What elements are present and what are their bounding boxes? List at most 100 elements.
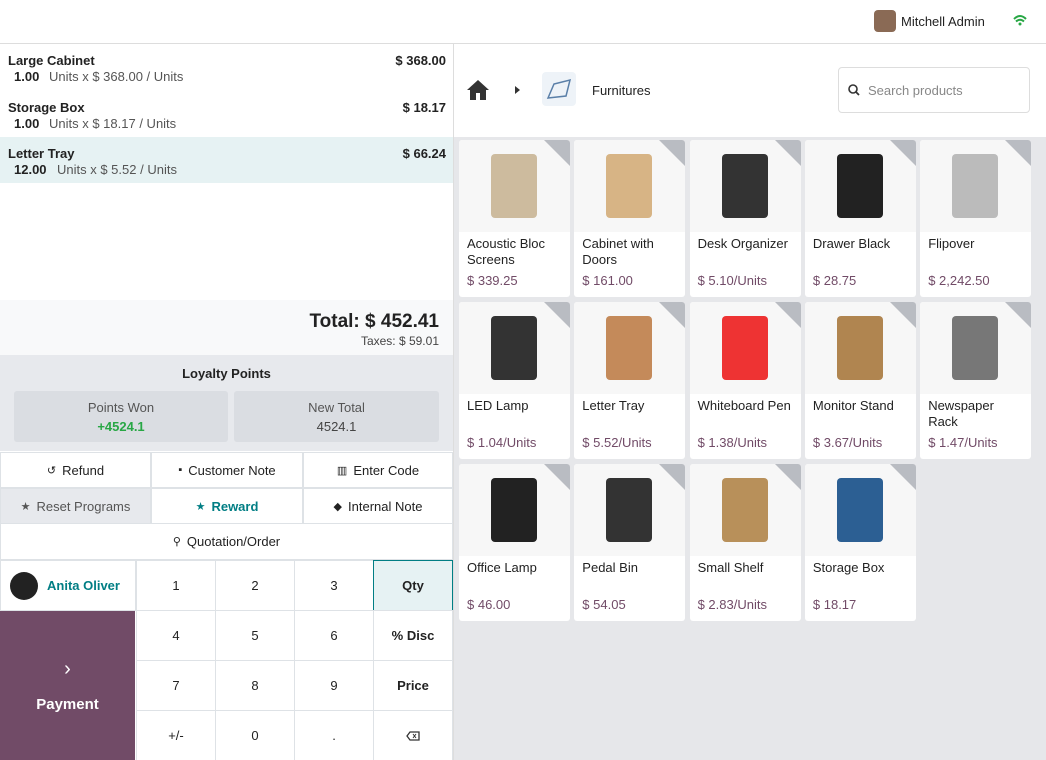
- info-badge[interactable]: [774, 140, 801, 166]
- info-badge[interactable]: [1005, 302, 1032, 328]
- product-price: $ 54.05: [582, 597, 626, 612]
- product-shape: [491, 478, 537, 542]
- product-card[interactable]: Acoustic Bloc Screens $ 339.25: [459, 140, 570, 297]
- points-label: Points Won: [87, 400, 155, 415]
- info-badge[interactable]: [659, 302, 686, 328]
- action-button[interactable]: ▥ Enter Code: [303, 452, 453, 488]
- action-button[interactable]: ★ Reward: [151, 488, 303, 524]
- line-unit: Units x $ 368.00 / Units: [49, 69, 184, 84]
- action-label: Reward: [211, 498, 259, 514]
- line-qty: 12.00: [14, 162, 47, 177]
- product-name: Pedal Bin: [582, 560, 638, 575]
- numpad-button[interactable]: 1: [136, 560, 216, 611]
- navbar: [0, 0, 1046, 44]
- customer-name[interactable]: Anita Oliver: [47, 578, 120, 593]
- product-card[interactable]: Cabinet with Doors $ 161.00: [574, 140, 686, 297]
- product-card[interactable]: Flipover $ 2,242.50: [920, 140, 1032, 297]
- product-price: $ 2,242.50: [928, 273, 990, 288]
- numpad-button[interactable]: % Disc: [373, 610, 453, 661]
- numpad-button[interactable]: 8: [215, 660, 295, 711]
- action-label: Refund: [62, 462, 105, 478]
- action-button[interactable]: ◆ Internal Note: [303, 488, 453, 524]
- product-price: $ 339.25: [467, 273, 518, 288]
- product-name: Acoustic Bloc Screens: [467, 236, 546, 267]
- product-card[interactable]: Whiteboard Pen $ 1.38/Units: [689, 302, 801, 459]
- customer-button[interactable]: [0, 560, 136, 611]
- action-button[interactable]: ▪ Customer Note: [151, 452, 303, 488]
- icon: ↺: [46, 464, 57, 477]
- product-name: Newspaper Rack: [928, 398, 994, 429]
- action-button[interactable]: ↺ Refund: [0, 452, 151, 488]
- payment-label[interactable]: Payment: [36, 696, 99, 713]
- info-badge[interactable]: [889, 302, 916, 328]
- product-card[interactable]: Letter Tray $ 5.52/Units: [574, 302, 686, 459]
- info-badge[interactable]: [544, 464, 570, 490]
- avatar: [874, 10, 896, 32]
- action-button[interactable]: ★ Reset Programs: [0, 488, 151, 524]
- taxes: Taxes: $ 59.01: [360, 334, 439, 348]
- product-card[interactable]: LED Lamp $ 1.04/Units: [459, 302, 570, 459]
- action-label: Internal Note: [348, 498, 423, 514]
- numpad-button[interactable]: Qty: [373, 560, 453, 611]
- product-shape: [606, 316, 653, 380]
- search-placeholder[interactable]: Search products: [868, 83, 963, 98]
- total-area: [0, 300, 453, 355]
- product-price: $ 28.75: [812, 273, 857, 288]
- product-card[interactable]: Desk Organizer $ 5.10/Units: [689, 140, 801, 297]
- numpad-button[interactable]: 4: [136, 610, 216, 661]
- numpad-button[interactable]: [373, 710, 453, 760]
- payment-button[interactable]: [0, 611, 135, 760]
- info-badge[interactable]: [889, 464, 916, 490]
- info-badge[interactable]: [1005, 140, 1032, 166]
- product-card[interactable]: Monitor Stand $ 3.67/Units: [804, 302, 916, 459]
- user-name[interactable]: Mitchell Admin: [901, 14, 985, 29]
- product-card[interactable]: Small Shelf $ 2.83/Units: [689, 464, 801, 621]
- product-card[interactable]: Storage Box $ 18.17: [804, 464, 916, 621]
- line-name[interactable]: Letter Tray: [8, 146, 75, 161]
- customer-avatar: [10, 572, 38, 600]
- info-badge[interactable]: [774, 464, 801, 490]
- info-badge[interactable]: [544, 140, 570, 166]
- product-name: Small Shelf: [697, 560, 764, 575]
- numpad-button[interactable]: Price: [373, 660, 453, 711]
- points-box: [234, 391, 439, 442]
- product-card[interactable]: Pedal Bin $ 54.05: [574, 464, 686, 621]
- info-badge[interactable]: [659, 464, 686, 490]
- info-badge[interactable]: [889, 140, 916, 166]
- line-name[interactable]: Storage Box: [8, 100, 85, 115]
- selected-line[interactable]: [0, 137, 453, 183]
- info-badge[interactable]: [544, 302, 570, 328]
- numpad-button[interactable]: 3: [294, 560, 374, 611]
- action-label: Reset Programs: [36, 498, 131, 514]
- numpad-button[interactable]: 5: [215, 610, 295, 661]
- product-card[interactable]: Newspaper Rack $ 1.47/Units: [920, 302, 1032, 459]
- line-name[interactable]: Large Cabinet: [8, 53, 95, 68]
- product-name: Letter Tray: [582, 398, 645, 413]
- numpad-button[interactable]: 6: [294, 610, 374, 661]
- new-total-value: 4524.1: [316, 419, 357, 434]
- numpad-button[interactable]: 9: [294, 660, 374, 711]
- numpad-button[interactable]: 7: [136, 660, 216, 711]
- product-shape: [606, 478, 653, 542]
- product-card[interactable]: Drawer Black $ 28.75: [804, 140, 916, 297]
- product-price: $ 1.38/Units: [697, 435, 767, 450]
- numpad-button[interactable]: 0: [215, 710, 295, 760]
- divider: [453, 44, 454, 760]
- total: Total: $ 452.41: [309, 311, 439, 332]
- search-box[interactable]: [838, 67, 1030, 113]
- product-name: Cabinet with Doors: [582, 236, 654, 267]
- numpad-button[interactable]: .: [294, 710, 374, 760]
- numpad-button[interactable]: +/-: [136, 710, 216, 760]
- product-card[interactable]: Office Lamp $ 46.00: [459, 464, 570, 621]
- breadcrumb[interactable]: Furnitures: [592, 83, 651, 98]
- info-badge[interactable]: [774, 302, 801, 328]
- action-button[interactable]: ⚲ Quotation/Order: [0, 523, 453, 560]
- home-icon[interactable]: [466, 79, 490, 101]
- product-shape: [606, 154, 653, 218]
- product-name: Office Lamp: [467, 560, 537, 575]
- info-badge[interactable]: [659, 140, 686, 166]
- product-name: Flipover: [928, 236, 975, 251]
- product-shape: [952, 316, 999, 380]
- numpad-button[interactable]: 2: [215, 560, 295, 611]
